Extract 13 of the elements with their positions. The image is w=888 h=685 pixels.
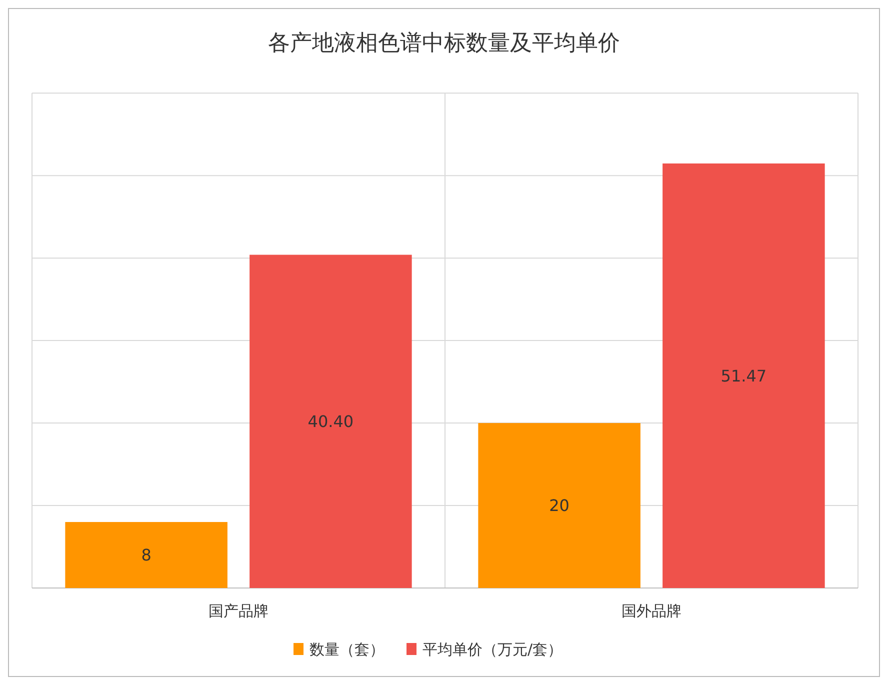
bar	[478, 423, 640, 588]
bar	[662, 163, 825, 588]
legend-label: 平均单价（万元/套）	[422, 640, 563, 658]
data-label: 20	[549, 496, 570, 516]
x-tick-label: 国外品牌	[622, 602, 682, 620]
bar	[250, 254, 412, 588]
bar	[65, 522, 228, 588]
data-label: 51.47	[720, 366, 767, 386]
data-label: 8	[141, 546, 152, 565]
x-tick-label: 国产品牌	[208, 602, 268, 620]
chart-title: 各产地液相色谱中标数量及平均单价	[268, 31, 620, 56]
data-label: 40.40	[308, 412, 354, 431]
legend-label: 数量（套）	[310, 640, 384, 658]
